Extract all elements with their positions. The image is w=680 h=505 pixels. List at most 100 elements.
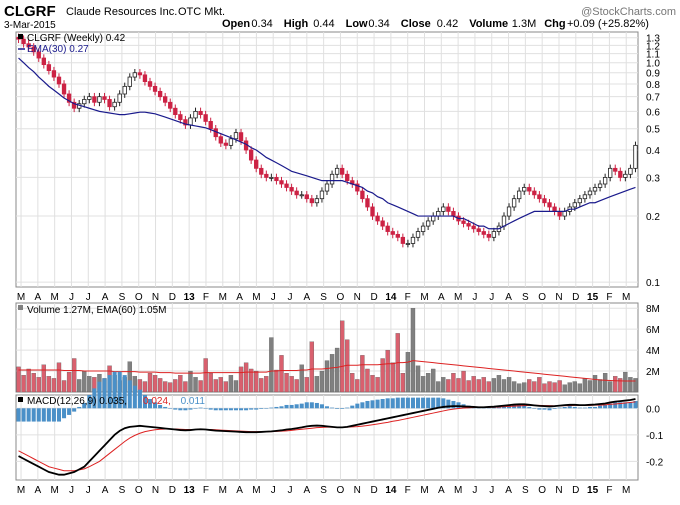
candle-body: [248, 149, 254, 161]
macd-histogram-bar: [410, 397, 415, 409]
candle-body: [31, 46, 36, 53]
macd-histogram-bar: [218, 408, 223, 411]
macd-histogram-bar: [97, 381, 102, 409]
candle-body: [319, 190, 325, 200]
candle-body: [228, 138, 234, 146]
macd-histogram-bar: [127, 380, 132, 409]
volume-bar: [274, 369, 279, 393]
volume-bar: [516, 383, 522, 393]
macd-histogram-bar: [542, 408, 547, 410]
volume-bar: [142, 381, 148, 393]
candle-body: [633, 144, 638, 169]
volume-bar: [304, 377, 309, 393]
x-axis-middle: M A M J J A S O N D 13 F M A M J J A S O N D 14 F M A M J J A S O N D 15 F M: [17, 292, 631, 303]
candle-body: [375, 215, 380, 222]
volume-bar: [26, 368, 31, 393]
macd-histogram-bar: [416, 397, 421, 409]
price-panel: 1.31.21.11.00.90.8 0.7 0.6 0.5 0.4 0.3 0.2 0.1 C…: [15, 31, 660, 289]
x-tick-label: 13: [184, 485, 196, 496]
macd-histogram-bar: [173, 408, 178, 410]
macd-histogram-bar: [552, 408, 557, 409]
candle-body: [324, 183, 330, 192]
volume-bar: [370, 375, 375, 393]
x-tick-label: J: [288, 485, 293, 496]
candle-body: [441, 206, 446, 212]
volume-bar: [259, 378, 264, 393]
candle-body: [61, 83, 67, 95]
candle-body: [532, 190, 537, 196]
x-tick-label: N: [555, 485, 562, 496]
volume-bar: [82, 370, 87, 393]
quote-value-high: 0.44: [313, 18, 334, 30]
candle-body: [547, 202, 552, 208]
volume-bar: [243, 362, 249, 393]
volume-bar: [223, 381, 229, 393]
macd-histogram-bar: [259, 408, 264, 409]
candle-body: [259, 167, 264, 175]
macd-histogram-bar: [122, 375, 127, 409]
macd-histogram-bar: [613, 402, 618, 409]
macd-histogram-bar: [623, 402, 628, 409]
x-tick-label: D: [370, 292, 377, 303]
volume-bar: [157, 378, 163, 393]
macd-histogram-bar: [56, 408, 62, 422]
macd-line: [18, 398, 636, 476]
quote-label-chg: Chg: [544, 18, 565, 30]
x-tick-label: N: [354, 292, 361, 303]
volume-bar: [46, 376, 52, 393]
macd-histogram-bar: [289, 404, 294, 409]
volume-bar: [299, 364, 304, 393]
x-tick-label: D: [370, 485, 377, 496]
volume-bar: [431, 368, 436, 393]
macd-histogram-bar: [87, 395, 92, 409]
candle-body: [537, 194, 542, 200]
candle-body: [466, 223, 471, 227]
macd-histogram-bar: [380, 398, 385, 409]
macd-histogram-bar: [365, 400, 370, 409]
volume-bar: [173, 379, 178, 393]
x-tick-label: M: [622, 485, 630, 496]
macd-histogram-bar: [400, 397, 405, 409]
macd-histogram-bar: [228, 408, 233, 411]
candle-body: [56, 76, 62, 85]
volume-bar: [522, 382, 527, 393]
volume-bar: [163, 381, 168, 393]
price-tick-label: 1.0: [646, 59, 660, 70]
candle-body: [608, 167, 613, 178]
candle-body: [552, 206, 557, 212]
candle-body: [557, 211, 562, 217]
macd-histogram-bar: [350, 405, 355, 409]
macd-histogram-bar: [203, 408, 208, 409]
candle-body: [117, 93, 122, 103]
x-tick-label: N: [354, 485, 361, 496]
volume-bar: [264, 376, 269, 393]
x-tick-label: A: [303, 485, 310, 496]
macd-histogram-bar: [102, 378, 107, 409]
x-tick-label: 14: [385, 485, 397, 496]
macd-legend-0: MACD(12,26,9) 0.035,: [27, 396, 127, 407]
x-tick-label: S: [522, 292, 529, 303]
x-tick-label: N: [152, 292, 159, 303]
macd-panel: 0.0 -0.1 -0.2 MACD(12,26,9) 0.035, 0.024, 0.0…: [15, 371, 664, 481]
watermark: @StockCharts.com: [581, 6, 676, 18]
volume-bar: [147, 373, 153, 393]
candle-body: [410, 236, 416, 244]
x-tick-label: M: [50, 292, 58, 303]
quote-value-low: 0.34: [368, 18, 389, 30]
volume-bar: [415, 365, 421, 393]
candle-body: [345, 173, 350, 182]
volume-panel: 8M 6M 4M 2M Volume 1.27M, EMA(60) 1.05M: [15, 302, 660, 393]
x-tick-label: O: [135, 292, 143, 303]
volume-bar: [314, 376, 320, 393]
x-tick-label: O: [538, 485, 546, 496]
volume-bar: [577, 383, 583, 393]
x-tick-label: A: [236, 485, 243, 496]
x-tick-label: 15: [587, 292, 599, 303]
macd-histogram-bar: [360, 402, 365, 409]
x-tick-label: A: [505, 485, 512, 496]
candle-body: [127, 76, 132, 87]
x-tick-label: F: [606, 485, 612, 496]
macd-histogram-bar: [223, 408, 228, 411]
macd-histogram-bar: [557, 407, 562, 409]
